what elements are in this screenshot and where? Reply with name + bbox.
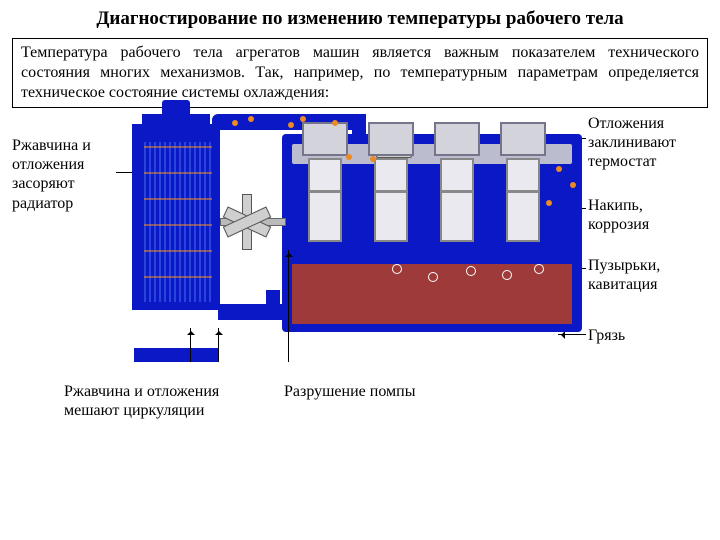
rust-dot xyxy=(570,182,576,188)
rust-dot xyxy=(248,116,254,122)
bubble xyxy=(392,264,402,274)
cylinder-3 xyxy=(430,122,484,242)
label-pump-damage: Разрушение помпы xyxy=(284,382,424,401)
label-dirt: Грязь xyxy=(588,326,708,345)
label-thermostat: Отложения заклинивают термостат xyxy=(588,114,708,172)
bubble xyxy=(428,272,438,282)
rust-dot xyxy=(370,156,376,162)
arrow-foot-pump xyxy=(288,250,289,362)
bubble xyxy=(502,270,512,280)
cylinder-1 xyxy=(298,122,352,242)
arrow-foot-circulation-b xyxy=(218,328,219,362)
bubble xyxy=(534,264,544,274)
label-circulation: Ржавчина и отложения мешают циркуляции xyxy=(64,382,264,420)
rust-dot xyxy=(288,122,294,128)
radiator xyxy=(132,124,220,310)
intro-paragraph: Температура рабочего тела агрегатов маши… xyxy=(12,38,708,108)
label-radiator-rust: Ржавчина и отложения засоряют радиатор xyxy=(12,136,122,213)
label-scale-corrosion: Накипь, коррозия xyxy=(588,196,708,234)
fan-icon xyxy=(224,194,270,250)
rust-dot xyxy=(346,154,352,160)
rust-dot xyxy=(546,200,552,206)
page-title: Диагностирование по изменению температур… xyxy=(0,0,720,34)
footer-labels: Ржавчина и отложения мешают циркуляции Р… xyxy=(12,382,708,436)
label-bubbles-cavitation: Пузырьки, кавитация xyxy=(588,256,708,294)
rust-dot xyxy=(300,116,306,122)
rust-dot xyxy=(556,166,562,172)
cooling-system-diagram: Ржавчина и отложения засоряют радиатор О… xyxy=(12,114,708,374)
radiator-fins xyxy=(144,142,212,302)
radiator-bottom-tank xyxy=(134,348,218,362)
system-schematic xyxy=(132,114,582,352)
arrow-foot-circulation-a xyxy=(190,328,191,362)
cylinder-4 xyxy=(496,122,550,242)
rust-dot xyxy=(332,120,338,126)
pipe-bottom-rise xyxy=(266,290,280,308)
cylinder-2 xyxy=(364,122,418,242)
bubble xyxy=(466,266,476,276)
rust-dot xyxy=(232,120,238,126)
